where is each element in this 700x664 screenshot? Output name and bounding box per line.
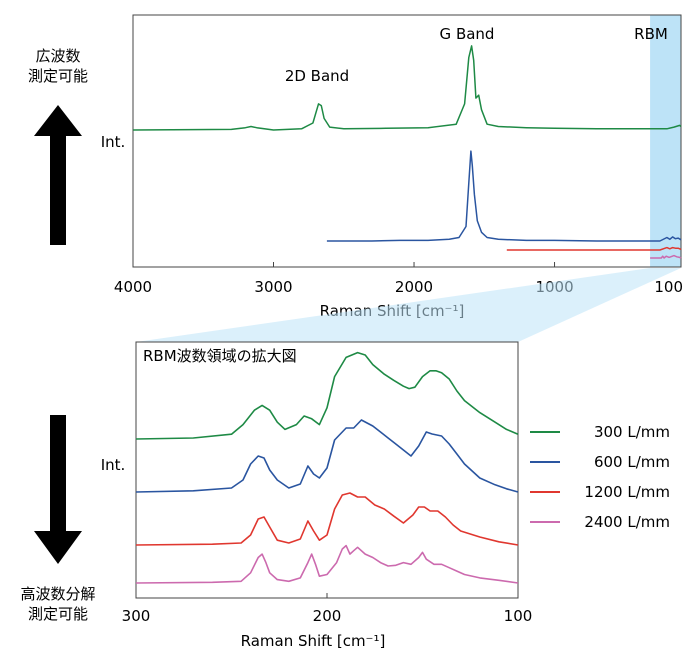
top-x-tick-label: 3000 (254, 278, 292, 296)
top-chart: 4000300020001000100 Int. Raman Shift [cm… (101, 14, 683, 320)
top-series-line-300 (132, 45, 682, 131)
bottom-plot-frame (135, 341, 519, 599)
top-x-tick-label: 100 (654, 278, 683, 296)
bottom-x-tick-label: 100 (504, 607, 533, 625)
wide-range-label-line2: 測定可能 (27, 67, 88, 85)
high-resolution-label-line2: 測定可能 (27, 605, 88, 623)
bottom-x-tick-label: 300 (122, 607, 151, 625)
bottom-series-line-2400 (135, 544, 519, 584)
top-x-tick-label: 4000 (114, 278, 152, 296)
wide-range-label: 広波数 測定可能 (22, 46, 94, 86)
arrow-down-icon (34, 415, 82, 564)
bottom-series-line-300 (135, 351, 519, 440)
top-series-line-600 (326, 150, 682, 242)
top-series-line-2400 (650, 254, 682, 259)
bottom-y-axis-label: Int. (101, 456, 126, 474)
legend: 300 L/mm 600 L/mm 1200 L/mm 2400 L/mm (530, 423, 670, 531)
arrow-up-icon (34, 105, 82, 245)
bottom-series-line-1200 (135, 492, 519, 546)
2d-band-annotation: 2D Band (285, 67, 349, 85)
bottom-chart: RBM波数領域の拡大図 300 200 100 Int. Raman Shift [… (101, 341, 670, 650)
g-band-annotation: G Band (440, 25, 495, 43)
rbm-highlight-band (650, 15, 681, 267)
top-plot-frame (132, 14, 682, 268)
top-x-tick-label: 2000 (395, 278, 433, 296)
zoom-title: RBM波数領域の拡大図 (143, 347, 297, 365)
rbm-annotation: RBM (634, 25, 668, 43)
bottom-series-line-600 (135, 419, 519, 493)
high-resolution-label: 高波数分解 測定可能 (10, 584, 106, 624)
legend-label-300: 300 L/mm (594, 423, 670, 441)
bottom-x-axis-label: Raman Shift [cm⁻¹] (241, 632, 386, 650)
zoom-connector (136, 268, 681, 342)
wide-range-label-line1: 広波数 (35, 47, 81, 65)
legend-label-2400: 2400 L/mm (584, 513, 670, 531)
bottom-x-tick-label: 200 (313, 607, 342, 625)
top-series-line-1200 (506, 246, 682, 251)
legend-label-600: 600 L/mm (594, 453, 670, 471)
top-y-axis-label: Int. (101, 133, 126, 151)
high-resolution-label-line1: 高波数分解 (20, 585, 96, 603)
legend-label-1200: 1200 L/mm (584, 483, 670, 501)
